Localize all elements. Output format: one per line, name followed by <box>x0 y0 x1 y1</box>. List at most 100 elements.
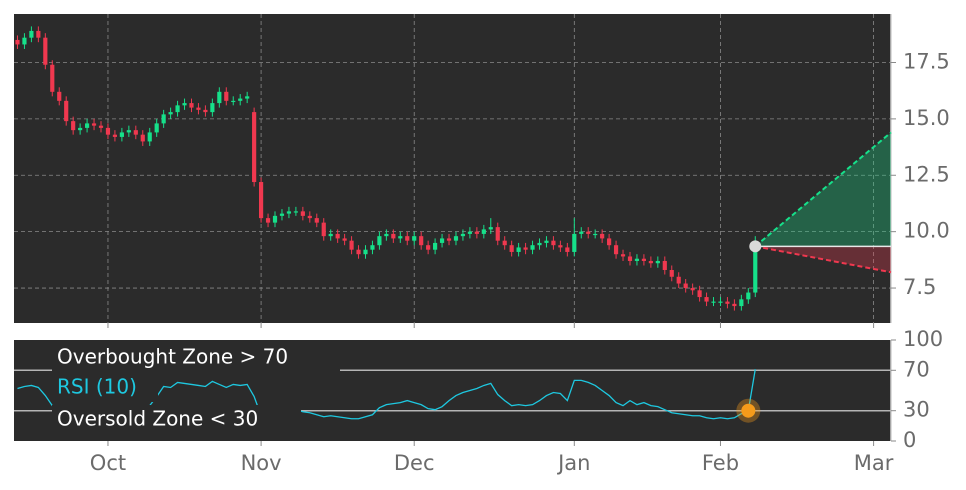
candle-body <box>210 103 215 113</box>
candle-body <box>739 299 744 307</box>
candle-body <box>78 127 83 131</box>
candle-body <box>245 96 250 99</box>
candle-body <box>335 233 340 239</box>
candle-body <box>203 109 208 113</box>
rsi-y-tick-label: 30 <box>903 398 930 422</box>
x-tick-label: Dec <box>394 451 435 475</box>
candle-body <box>161 114 166 124</box>
candle-body <box>119 132 124 137</box>
candle-body <box>607 238 612 246</box>
x-tick-label: Nov <box>241 451 282 475</box>
candle-body <box>433 242 438 250</box>
candle-body <box>286 211 292 214</box>
rsi-y-tick-label: 0 <box>903 428 916 452</box>
candle-body <box>676 276 681 284</box>
candle-body <box>377 236 382 246</box>
projection-start-point <box>749 240 762 253</box>
candle-body <box>307 215 312 219</box>
candle-body <box>662 260 667 270</box>
candle-body <box>565 247 570 252</box>
candle-body <box>530 245 535 250</box>
candle-body <box>669 269 674 277</box>
candle-body <box>613 245 619 255</box>
candle-body <box>641 258 646 261</box>
candle-body <box>704 297 709 302</box>
candle-body <box>697 290 702 298</box>
candle-body <box>112 134 118 137</box>
candle-body <box>419 236 424 246</box>
x-tick-label: Oct <box>90 451 126 475</box>
candle-body <box>474 231 479 234</box>
x-tick-label: Mar <box>854 451 894 475</box>
candle-body <box>405 236 410 241</box>
candle-body <box>98 125 104 128</box>
candle-body <box>126 130 131 133</box>
x-tick-label: Feb <box>702 451 739 475</box>
rsi-y-tick-label: 70 <box>903 357 930 381</box>
rsi-y-tick-label: 100 <box>903 327 943 351</box>
candle-body <box>321 222 326 237</box>
candle-body <box>523 247 528 250</box>
label-box <box>52 374 158 402</box>
label-box <box>52 405 301 435</box>
rsi-signal-point <box>741 403 756 418</box>
candle-body <box>29 30 34 38</box>
candle-body <box>196 107 201 110</box>
candle-body <box>467 231 472 234</box>
candle-body <box>175 105 180 113</box>
candle-body <box>370 245 375 250</box>
candle-body <box>426 245 431 250</box>
candle-body <box>300 211 305 216</box>
candle-body <box>572 233 577 252</box>
candle-body <box>579 231 584 234</box>
candle-body <box>412 236 417 241</box>
candle-body <box>231 100 236 103</box>
candle-body <box>551 240 556 246</box>
candle-body <box>683 283 688 289</box>
candle-body <box>384 233 389 237</box>
candle-body <box>718 301 723 303</box>
labels-layer: 7.5 10.0 12.5 15.0 17.5 Oct Nov Dec Jan Feb Mar 0 30… <box>52 49 950 475</box>
candle-body <box>391 233 396 239</box>
projection-down-area <box>755 246 891 273</box>
x-tick-label: Jan <box>556 451 590 475</box>
y-tick-label: 7.5 <box>903 275 936 299</box>
candle-body <box>753 246 758 293</box>
candle-body <box>140 134 145 142</box>
candle-body <box>91 123 97 126</box>
candle-body <box>36 30 41 38</box>
candle-body <box>182 103 187 106</box>
candle-body <box>217 91 222 104</box>
candle-body <box>558 245 563 248</box>
candle-body <box>620 254 626 257</box>
candle-body <box>279 213 285 216</box>
candle-body <box>356 249 361 255</box>
oversold-label: Oversold Zone < 30 <box>57 407 258 431</box>
candle-body <box>711 301 716 303</box>
candle-body <box>314 218 319 223</box>
candle-body <box>600 233 605 239</box>
candle-body <box>189 103 194 108</box>
candle-body <box>252 112 257 183</box>
candle-body <box>238 98 243 101</box>
candle-body <box>328 233 333 237</box>
candle-body <box>272 215 278 223</box>
candle-body <box>22 37 27 45</box>
candle-body <box>746 292 751 300</box>
label-box <box>52 345 340 373</box>
candle-body <box>509 245 514 252</box>
candle-body <box>15 39 20 45</box>
candle-body <box>586 231 591 234</box>
candle-body <box>50 64 55 92</box>
candle-body <box>43 37 48 65</box>
candle-body <box>349 240 354 250</box>
candle-body <box>84 123 90 128</box>
candle-body <box>453 236 459 241</box>
candle-body <box>57 91 62 101</box>
candle-body <box>293 211 298 213</box>
candle-body <box>516 247 521 252</box>
candle-body <box>537 242 542 246</box>
candle-body <box>363 249 368 255</box>
